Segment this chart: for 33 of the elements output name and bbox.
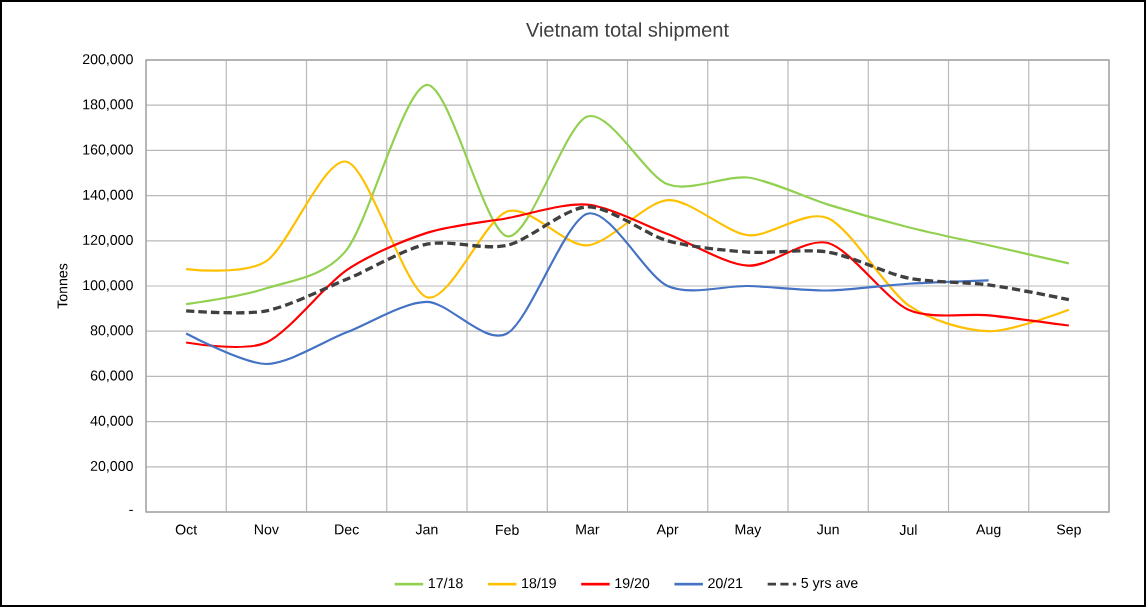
x-tick-label: Aug — [976, 524, 1001, 538]
y-tick-label: 60,000 — [90, 370, 133, 383]
legend-label: 19/20 — [615, 577, 650, 589]
y-tick-label: 20,000 — [90, 460, 133, 473]
y-tick-label: 100,000 — [83, 280, 133, 292]
y-tick-label: 200,000 — [82, 54, 133, 66]
x-tick-label: Mar — [576, 524, 600, 535]
x-tick-label: Sep — [1056, 524, 1081, 538]
y-tick-label: - — [129, 509, 133, 511]
x-tick-label: Nov — [254, 524, 279, 535]
y-tick-label: 40,000 — [90, 415, 133, 428]
y-axis-title: Tonnes — [57, 263, 68, 309]
x-tick-label: Jan — [415, 524, 438, 535]
line-series — [185, 212, 990, 366]
x-tick-label: Feb — [496, 524, 519, 535]
y-tick-label: 140,000 — [83, 189, 133, 202]
y-tick-label: 120,000 — [83, 234, 133, 247]
chart-title: Vietnam total shipment — [526, 22, 729, 41]
legend-label: 18/19 — [522, 577, 556, 589]
x-tick-label: Dec — [335, 524, 359, 535]
x-tick-label: Apr — [656, 524, 679, 538]
legend-label: 17/18 — [428, 577, 463, 589]
y-tick-label: 180,000 — [83, 99, 133, 112]
x-tick-label: May — [735, 524, 762, 538]
legend-label: 5 yrs ave — [801, 578, 858, 591]
x-tick-label: Jul — [899, 524, 917, 535]
x-tick-label: Oct — [175, 524, 198, 535]
x-tick-label: Jun — [816, 524, 839, 535]
line-series — [185, 83, 1070, 306]
line-series — [185, 160, 1070, 333]
legend-label: 20/21 — [708, 577, 743, 589]
y-tick-label: 80,000 — [90, 325, 133, 338]
y-tick-label: 160,000 — [83, 144, 133, 157]
